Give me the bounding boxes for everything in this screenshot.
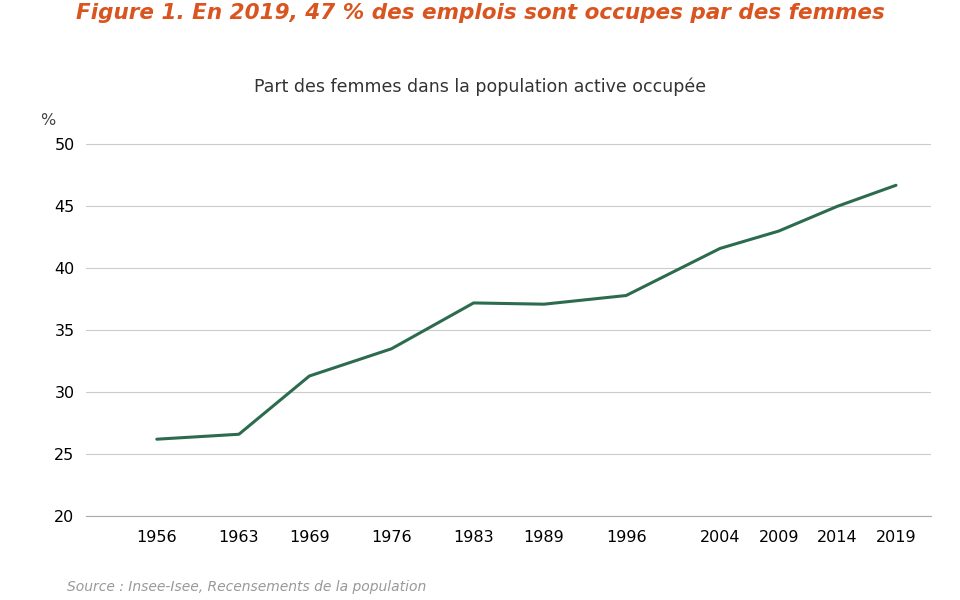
Text: %: % — [40, 113, 55, 128]
Text: Figure 1. En 2019, 47 % des emplois sont occupes par des femmes: Figure 1. En 2019, 47 % des emplois sont… — [76, 3, 884, 23]
Text: Part des femmes dans la population active occupée: Part des femmes dans la population activ… — [254, 78, 706, 96]
Text: Source : Insee-Isee, Recensements de la population: Source : Insee-Isee, Recensements de la … — [67, 580, 426, 594]
